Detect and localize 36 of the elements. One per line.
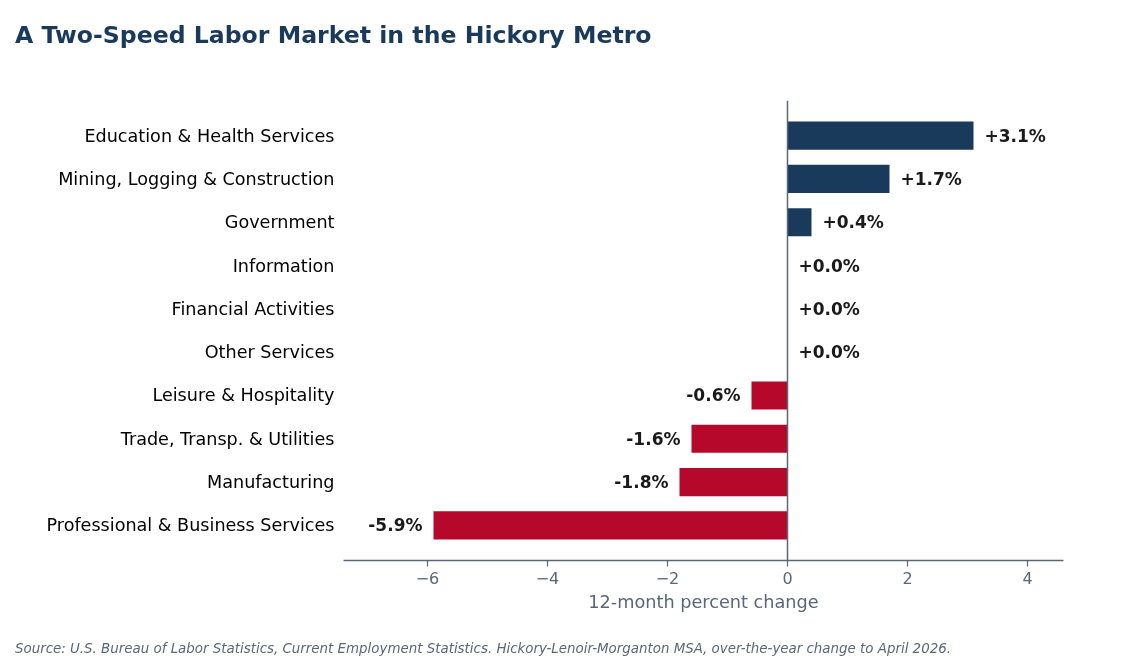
data-label: +0.4% <box>822 212 884 233</box>
bar <box>787 121 974 150</box>
x-tick-label: 0 <box>782 568 793 588</box>
data-label: -0.6% <box>686 385 741 406</box>
data-label: +0.0% <box>798 298 860 319</box>
data-label: +1.7% <box>900 168 962 189</box>
y-tick-label: Mining, Logging & Construction <box>58 168 335 189</box>
y-tick-label: Leisure & Hospitality <box>152 385 335 406</box>
x-tick-label: −6 <box>415 568 440 588</box>
y-tick-label: Professional & Business Services <box>46 515 335 536</box>
x-tick-label: 4 <box>1022 568 1033 588</box>
data-label: -5.9% <box>368 515 423 536</box>
bar <box>751 381 788 410</box>
data-label: +0.0% <box>798 255 860 276</box>
x-tick-label: −4 <box>535 568 560 588</box>
data-label: +3.1% <box>984 125 1046 146</box>
y-tick-label: Information <box>232 255 335 276</box>
bar <box>679 468 788 497</box>
data-label: -1.8% <box>614 472 669 493</box>
y-tick-label: Trade, Transp. & Utilities <box>119 428 335 449</box>
x-tick-label: −2 <box>655 568 680 588</box>
source-note: Source: U.S. Bureau of Labor Statistics, Current Employment Statistics. Hickory-Lenoir-Morganton MSA, over-the-year change to April 2026. <box>15 640 951 658</box>
bar <box>787 208 812 237</box>
y-tick-label: Government <box>224 212 335 233</box>
bar <box>787 164 890 193</box>
chart-title: A Two-Speed Labor Market in the Hickory Metro <box>15 20 652 51</box>
data-label: +0.0% <box>798 342 860 363</box>
bar <box>691 424 788 453</box>
x-axis-title: 12-month percent change <box>588 591 819 612</box>
y-tick-label: Financial Activities <box>171 298 335 319</box>
y-tick-label: Education & Health Services <box>84 125 335 146</box>
y-tick-label: Other Services <box>204 342 335 363</box>
y-tick-label: Manufacturing <box>207 472 335 493</box>
x-tick-label: 2 <box>902 568 913 588</box>
data-label: -1.6% <box>626 428 681 449</box>
bar <box>433 511 788 540</box>
